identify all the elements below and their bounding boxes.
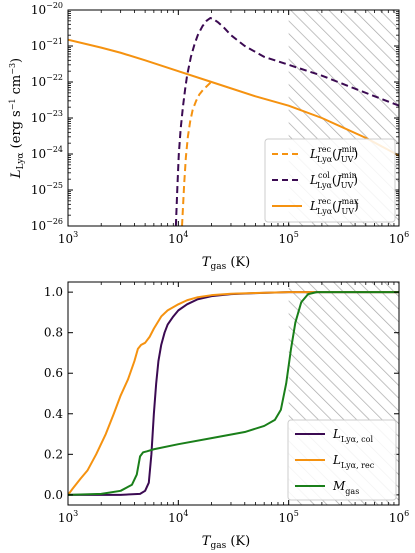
fraction-x-axis-label: Tgas (K): [202, 534, 250, 551]
legend-label-rec-jmin: Lrec Lyα(Jmin UV): [309, 145, 358, 164]
luminosity-y-tick-label-1: 10−21: [31, 37, 63, 53]
luminosity-y-tick-label-0: 10−20: [31, 1, 63, 17]
fraction-legend: LLyα, col LLyα, rec Mgas: [287, 419, 397, 501]
fraction-y-tick-label-2: 0.4: [44, 407, 63, 421]
fraction-x-tick-label-3: 106: [389, 509, 409, 525]
luminosity-y-tick-label-6: 10−26: [31, 217, 63, 233]
fraction-x-tick-label-2: 105: [278, 509, 298, 525]
luminosity-x-tick-label-1: 104: [168, 230, 188, 246]
luminosity-y-tick-label-5: 10−25: [31, 181, 63, 197]
fraction-x-tick-label-1: 104: [168, 509, 188, 525]
legend-label-rec: LLyα, rec: [332, 453, 375, 470]
luminosity-x-ticks: 103 104 105 106: [58, 10, 409, 246]
fraction-plot-frame: [67, 281, 400, 506]
fraction-y-tick-label-3: 0.6: [44, 366, 63, 380]
fraction-x-tick-label-0: 103: [58, 509, 78, 525]
luminosity-series-line-1: [174, 16, 399, 226]
luminosity-x-tick-label-3: 106: [389, 230, 409, 246]
fraction-y-tick-label-1: 0.2: [44, 447, 63, 461]
fraction-x-ticks: 103 104 105 106: [58, 282, 409, 525]
luminosity-y-axis-label: LLyα (erg s−1 cm−3): [8, 58, 26, 179]
luminosity-series-line-2: [68, 38, 399, 157]
luminosity-y-tick-label-3: 10−23: [31, 109, 63, 125]
legend-label-rec-jmax: Lrec Lyα(Jmax UV): [309, 197, 359, 216]
fraction-y-ticks: 0.0 0.2 0.4 0.6 0.8 1.0: [44, 285, 399, 502]
legend-label-col-jmin: Lcol Lyα(Jmin UV): [309, 171, 358, 190]
luminosity-x-tick-label-0: 103: [58, 230, 78, 246]
fraction-y-tick-label-0: 0.0: [44, 488, 63, 502]
legend-label-mgas: Mgas: [332, 479, 359, 496]
luminosity-y-ticks: 10−20 10−21 10−22 10−23 10−24 10−25 10−26: [31, 1, 399, 233]
luminosity-series-line-0: [181, 79, 215, 226]
fraction-series-line-2: [68, 291, 399, 496]
fraction-series-line-1: [68, 291, 399, 496]
luminosity-legend: Lrec Lyα(Jmin UV) Lcol Lyα(Jmin UV) Lrec Lyα(…: [264, 138, 396, 223]
luminosity-y-tick-label-2: 10−22: [31, 73, 63, 89]
fraction-series-group: [68, 291, 399, 496]
legend-label-col: LLyα, col: [332, 427, 373, 444]
fraction-panel: 0.0 0.2 0.4 0.6 0.8 1.0 103 104 105 106 Tgas (K)…: [44, 281, 409, 551]
fraction-y-tick-label-5: 1.0: [44, 285, 63, 299]
luminosity-y-tick-label-4: 10−24: [31, 145, 63, 161]
luminosity-series-group: [68, 16, 399, 226]
luminosity-x-tick-label-2: 105: [278, 230, 298, 246]
fraction-y-tick-label-4: 0.8: [44, 326, 63, 340]
luminosity-x-axis-label: Tgas (K): [202, 255, 250, 272]
